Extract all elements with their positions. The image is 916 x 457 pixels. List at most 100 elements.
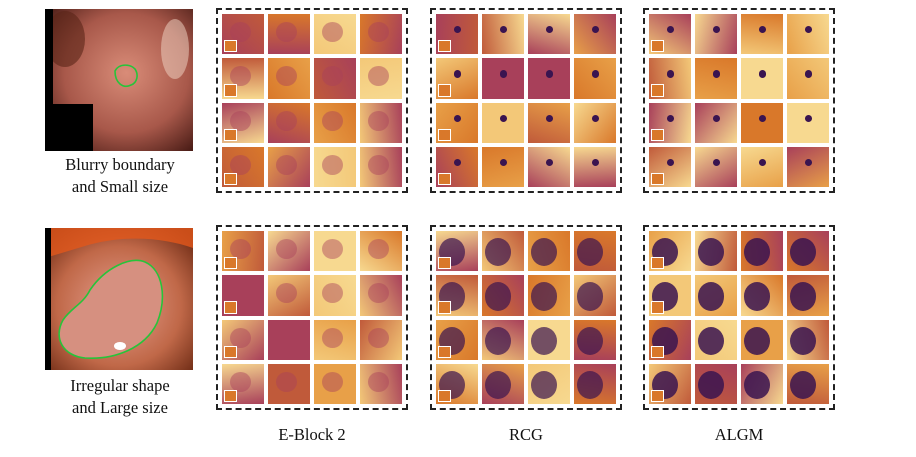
activation-blob	[790, 282, 817, 311]
row1-caption: Blurry boundary and Small size	[30, 154, 210, 198]
feature-grid-rcg-row2	[430, 225, 622, 410]
feature-map-tile	[435, 318, 479, 361]
feature-map-tile	[527, 230, 571, 273]
feature-map-tile	[313, 274, 357, 317]
activation-blob	[499, 114, 508, 122]
activation-blob	[453, 70, 462, 78]
feature-map-tile	[313, 362, 357, 405]
activation-blob	[591, 26, 600, 34]
activation-blob	[322, 66, 344, 87]
activation-blob	[368, 239, 390, 260]
feature-map-tile	[648, 318, 692, 361]
feature-map-tile	[481, 362, 525, 405]
inset-thumbnail	[224, 128, 238, 141]
feature-map-tile	[221, 145, 265, 188]
feature-map-tile	[527, 101, 571, 144]
feature-map-tile	[740, 230, 784, 273]
feature-map-tile	[267, 362, 311, 405]
feature-map-tile	[359, 362, 403, 405]
feature-map-tile	[740, 362, 784, 405]
feature-grid-eblock2-row2	[216, 225, 408, 410]
feature-map-tile	[527, 57, 571, 100]
feature-map-tile	[435, 230, 479, 273]
feature-map-tile	[313, 101, 357, 144]
activation-blob	[666, 70, 675, 78]
feature-map-tile	[313, 230, 357, 273]
activation-blob	[531, 370, 558, 400]
activation-blob	[758, 26, 767, 34]
feature-map-tile	[481, 101, 525, 144]
activation-blob	[322, 327, 344, 348]
activation-blob	[531, 326, 558, 355]
feature-map-tile	[359, 57, 403, 100]
endoscopy-image-row1	[45, 9, 193, 151]
feature-map-tile	[694, 101, 738, 144]
activation-blob	[322, 154, 344, 175]
activation-blob	[758, 70, 767, 78]
activation-blob	[230, 283, 252, 304]
feature-map-tile	[694, 318, 738, 361]
activation-blob	[276, 66, 298, 87]
activation-blob	[712, 158, 721, 167]
activation-blob	[368, 110, 390, 131]
feature-map-tile	[481, 57, 525, 100]
feature-map-tile	[481, 274, 525, 317]
activation-blob	[322, 239, 344, 260]
feature-map-tile	[267, 57, 311, 100]
feature-map-tile	[527, 318, 571, 361]
feature-map-tile	[527, 13, 571, 56]
inset-thumbnail	[651, 128, 665, 141]
activation-blob	[230, 371, 252, 392]
activation-blob	[230, 154, 252, 175]
feature-map-tile	[648, 362, 692, 405]
activation-blob	[804, 158, 813, 167]
feature-map-tile	[573, 101, 617, 144]
activation-blob	[531, 238, 558, 267]
feature-map-tile	[267, 145, 311, 188]
activation-blob	[499, 70, 508, 78]
activation-blob	[712, 70, 721, 78]
feature-map-tile	[527, 274, 571, 317]
activation-blob	[230, 239, 252, 260]
inset-thumbnail	[651, 257, 665, 270]
inset-thumbnail	[224, 84, 238, 97]
activation-blob	[744, 282, 771, 311]
activation-blob	[276, 239, 298, 260]
feature-map-tile	[221, 13, 265, 56]
activation-blob	[591, 114, 600, 122]
activation-blob	[531, 282, 558, 311]
inset-thumbnail	[651, 345, 665, 358]
inset-thumbnail	[224, 257, 238, 270]
feature-map-tile	[359, 318, 403, 361]
endoscopy-image-row2	[45, 228, 193, 370]
feature-map-tile	[648, 101, 692, 144]
feature-map-tile	[221, 57, 265, 100]
feature-grid-eblock2-row1	[216, 8, 408, 193]
activation-blob	[698, 370, 725, 400]
feature-map-tile	[359, 101, 403, 144]
inset-thumbnail	[224, 345, 238, 358]
activation-blob	[276, 327, 298, 348]
feature-map-tile	[786, 145, 830, 188]
activation-blob	[322, 371, 344, 392]
feature-map-tile	[435, 274, 479, 317]
activation-blob	[698, 326, 725, 355]
feature-map-tile	[694, 362, 738, 405]
inset-thumbnail	[438, 84, 452, 97]
feature-map-tile	[313, 318, 357, 361]
inset-thumbnail	[651, 389, 665, 402]
feature-map-tile	[648, 274, 692, 317]
column-label-rcg: RCG	[509, 425, 543, 444]
activation-blob	[591, 70, 600, 78]
activation-blob	[276, 283, 298, 304]
feature-map-tile	[267, 13, 311, 56]
row2-caption-line1: Irregular shape	[70, 376, 170, 395]
activation-blob	[577, 326, 604, 355]
feature-map-tile	[573, 230, 617, 273]
inset-thumbnail	[651, 84, 665, 97]
feature-map-tile	[221, 274, 265, 317]
activation-blob	[368, 66, 390, 87]
feature-map-tile	[481, 145, 525, 188]
activation-blob	[368, 283, 390, 304]
feature-map-tile	[221, 101, 265, 144]
